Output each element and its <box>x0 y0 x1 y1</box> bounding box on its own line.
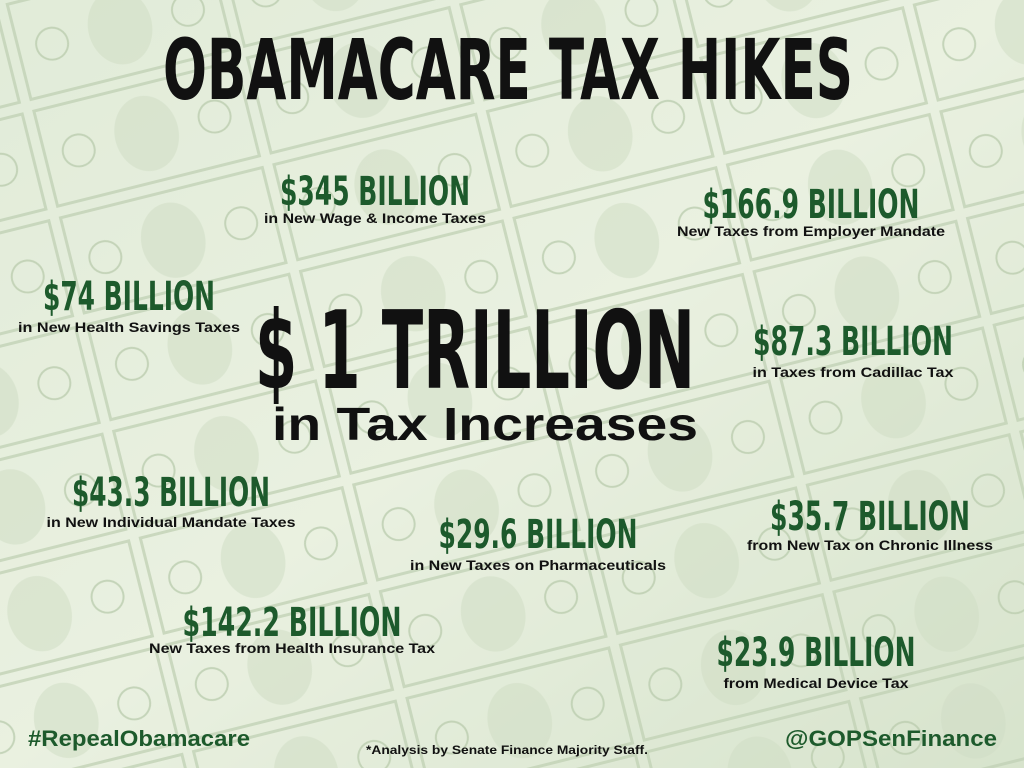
tax-description: New Taxes from Health Insurance Tax <box>149 640 435 656</box>
footnote: *Analysis by Senate Finance Majority Sta… <box>366 743 648 757</box>
tax-description: from Medical Device Tax <box>724 675 909 691</box>
tax-description: in New Taxes on Pharmaceuticals <box>410 557 666 573</box>
tax-description: New Taxes from Employer Mandate <box>677 223 945 239</box>
tax-amount: $166.9 BILLION <box>703 182 920 228</box>
tax-description: in New Individual Mandate Taxes <box>47 514 296 530</box>
tax-amount: $87.3 BILLION <box>753 319 953 365</box>
tax-description: in New Wage & Income Taxes <box>264 210 486 226</box>
headline-caption: in Tax Increases <box>272 398 698 450</box>
tax-amount: $23.9 BILLION <box>717 630 916 676</box>
tax-description: from New Tax on Chronic Illness <box>747 537 993 553</box>
tax-amount: $345 BILLION <box>280 169 470 215</box>
tax-amount: $142.2 BILLION <box>183 600 402 646</box>
title: OBAMACARE TAX HIKES <box>163 21 853 119</box>
handle: @GOPSenFinance <box>785 726 997 751</box>
tax-amount: $35.7 BILLION <box>770 494 970 540</box>
tax-amount: $74 BILLION <box>43 274 215 320</box>
tax-description: in New Health Savings Taxes <box>18 319 240 335</box>
tax-amount: $43.3 BILLION <box>72 470 270 516</box>
tax-description: in Taxes from Cadillac Tax <box>753 364 954 380</box>
hashtag: #RepealObamacare <box>28 726 250 751</box>
headline-amount: $ 1 TRILLION <box>255 289 695 414</box>
tax-amount: $29.6 BILLION <box>439 512 638 558</box>
